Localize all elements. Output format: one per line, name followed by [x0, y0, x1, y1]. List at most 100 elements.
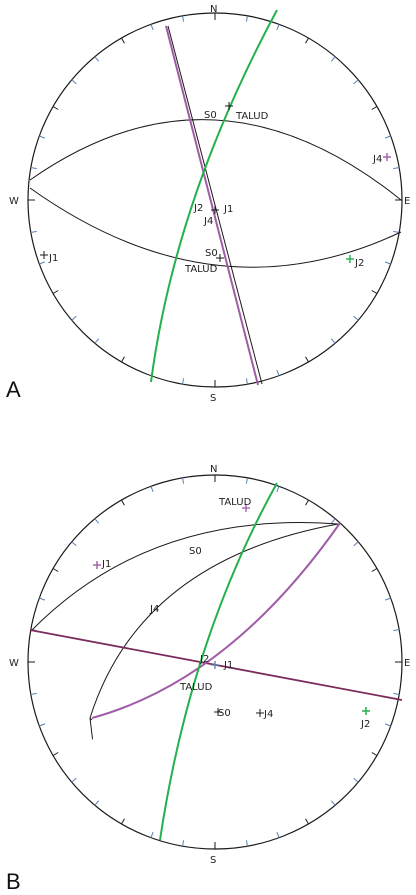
degree-tick-a: [121, 37, 125, 44]
degree-tick-b: [94, 518, 100, 524]
north-label-b: N: [210, 464, 217, 475]
degree-tick-a: [276, 369, 280, 376]
plane-label-j1-center-b: J1: [223, 660, 233, 671]
north-label-a: N: [210, 4, 217, 15]
degree-tick-b: [150, 831, 154, 838]
degree-tick-b: [276, 831, 280, 838]
degree-tick-a: [384, 135, 391, 139]
degree-tick-a: [371, 106, 378, 110]
degree-tick-a: [121, 356, 125, 363]
degree-tick-b: [305, 499, 309, 506]
degree-tick-b: [52, 752, 59, 756]
pole-cross-s0-a: [216, 254, 224, 262]
degree-tick-b: [30, 692, 37, 695]
panel-label-b: B: [6, 869, 21, 894]
degree-tick-a: [330, 338, 336, 344]
stereonet-panel-a: N S E W S0 TALUD J4 J2 J1 J4 S0 TALUD J1…: [6, 4, 410, 404]
plane-label-j4-left-b: J4: [149, 604, 159, 615]
pole-cross-j2-b: [362, 707, 370, 715]
plane-label-j1-center-a: J1: [223, 204, 233, 215]
east-label-a: E: [404, 196, 410, 207]
degree-tick-b: [39, 723, 46, 727]
degree-tick-b: [393, 629, 400, 632]
degree-tick-b: [71, 541, 77, 547]
primitive-circle-a: [27, 12, 403, 388]
pole-cross-j1-a: [40, 251, 48, 259]
plane-label-s0-top-b: S0: [189, 546, 202, 557]
degree-tick-a: [305, 37, 309, 44]
plane-label-j4-center-a: J4: [203, 216, 213, 227]
plane-label-s0-top-a: S0: [204, 110, 217, 121]
plane-label-talud-lower-a: TALUD: [184, 264, 218, 275]
west-label-b: W: [9, 658, 19, 669]
pole-label-j2-b: J2: [360, 719, 370, 730]
degree-tick-b: [330, 800, 336, 806]
degree-tick-a: [371, 290, 378, 294]
degree-tick-b: [39, 597, 46, 601]
degree-tick-b: [276, 486, 280, 493]
pole-cross-j4-a: [383, 153, 391, 161]
plane-label-talud-top-a: TALUD: [235, 111, 269, 122]
degree-tick-a: [276, 24, 280, 31]
great-circle-s0-talud-north-a: [29, 119, 402, 201]
plane-label-j4-lower-b: J4: [263, 709, 273, 720]
degree-tick-a: [52, 106, 59, 110]
degree-tick-a: [94, 56, 100, 62]
degree-tick-b: [371, 752, 378, 756]
great-circle-s0-talud-south-a: [29, 187, 402, 268]
great-circle-s0-b: [30, 522, 339, 632]
degree-tick-a: [39, 261, 46, 265]
great-circle-talud-b: [89, 717, 93, 721]
pole-cross-talud-b: [242, 504, 250, 512]
plane-label-j2-center-a: J2: [193, 203, 203, 214]
east-label-b: E: [404, 658, 410, 669]
degree-ticks-a: [30, 15, 400, 385]
great-circle-j4-b: [89, 523, 339, 719]
pole-label-j1-b: J1: [101, 559, 111, 570]
degree-tick-a: [353, 315, 359, 321]
degree-tick-b: [121, 499, 125, 506]
degree-tick-b: [384, 723, 391, 727]
degree-tick-b: [150, 486, 154, 493]
plane-label-s0-lower-b: S0: [218, 708, 231, 719]
plane-label-j4-right-a: J4: [372, 154, 382, 165]
degree-tick-a: [393, 167, 400, 170]
pole-cross-s0-b: [214, 708, 222, 716]
degree-tick-a: [39, 135, 46, 139]
panel-label-a: A: [6, 377, 21, 402]
degree-tick-a: [71, 79, 77, 85]
degree-tick-b: [353, 777, 359, 783]
degree-tick-b: [71, 777, 77, 783]
degree-tick-b: [182, 840, 185, 847]
west-label-a: W: [9, 196, 19, 207]
pole-cross-j1-b: [93, 561, 101, 569]
degree-tick-a: [182, 15, 185, 22]
degree-tick-a: [94, 338, 100, 344]
degree-tick-b: [305, 818, 309, 825]
great-circle-green-b: [159, 482, 278, 841]
great-circle-purple-a: [165, 25, 259, 386]
degree-tick-a: [330, 56, 336, 62]
south-label-a: S: [210, 393, 216, 404]
great-circle-purple-b: [91, 522, 341, 719]
pole-label-j1-a: J1: [48, 253, 58, 264]
degree-tick-a: [182, 378, 185, 385]
degree-tick-a: [245, 378, 248, 385]
degree-tick-a: [384, 261, 391, 265]
degree-tick-a: [150, 24, 154, 31]
degree-tick-a: [52, 290, 59, 294]
degree-tick-b: [94, 800, 100, 806]
degree-tick-b: [393, 692, 400, 695]
pole-cross-center-a: [211, 206, 219, 214]
degree-tick-b: [384, 597, 391, 601]
pole-cross-j2-a: [346, 255, 354, 263]
plane-label-j2-center-b: J2: [199, 654, 209, 665]
degree-tick-a: [393, 230, 400, 233]
degree-tick-b: [121, 818, 125, 825]
degree-tick-b: [245, 477, 248, 484]
great-circle-j4-lower-b: [89, 717, 93, 740]
degree-tick-b: [52, 568, 59, 572]
degree-tick-a: [71, 315, 77, 321]
plane-label-talud-top-b: TALUD: [218, 497, 252, 508]
